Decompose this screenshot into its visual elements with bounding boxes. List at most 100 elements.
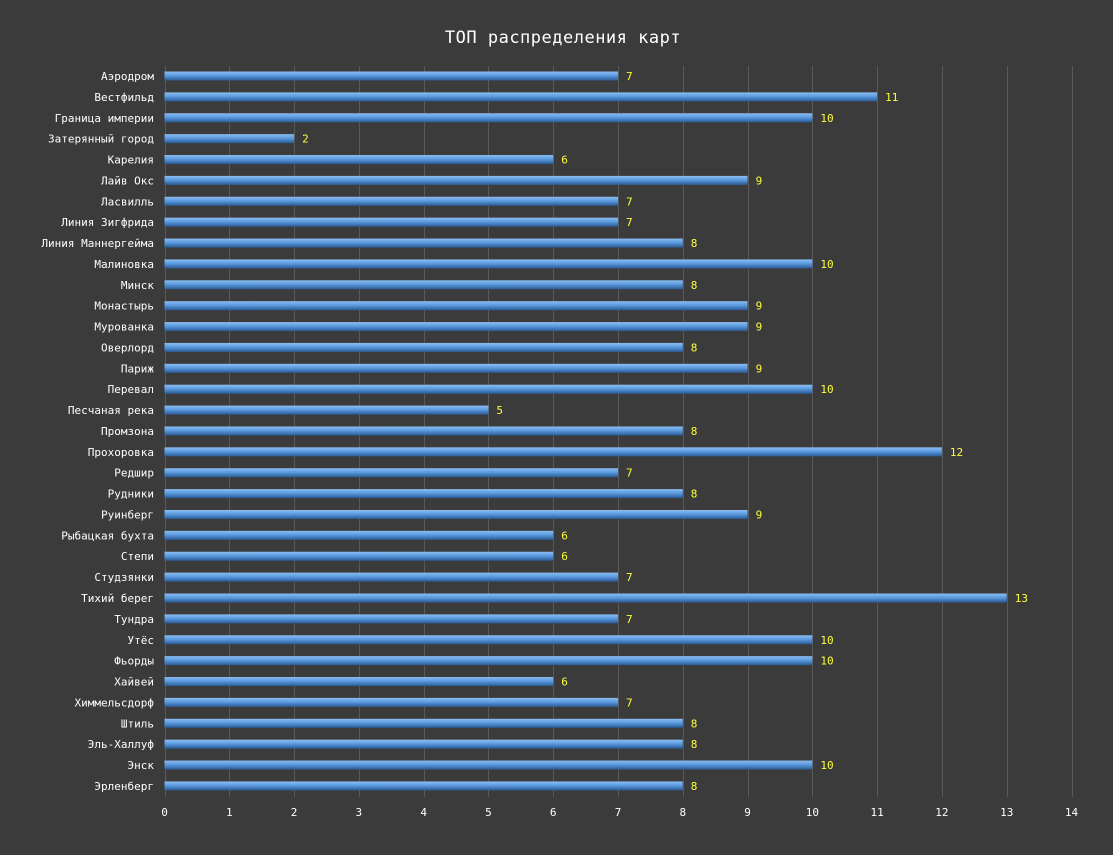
bar (164, 113, 813, 123)
x-tick-label: 14 (1065, 806, 1079, 819)
category-label: Карелия (108, 154, 154, 167)
category-label: Минск (121, 279, 154, 292)
value-label: 9 (756, 362, 763, 375)
value-label: 8 (691, 738, 698, 751)
bar (164, 196, 618, 206)
value-label: 8 (691, 780, 698, 793)
category-label: Оверлорд (101, 341, 154, 354)
value-label: 7 (626, 216, 633, 229)
value-label: 9 (756, 508, 763, 521)
bar (164, 739, 683, 749)
value-label: 6 (561, 550, 568, 563)
bar (164, 551, 554, 561)
bar (164, 530, 554, 540)
x-tick-label: 11 (871, 806, 884, 819)
value-label: 2 (302, 133, 309, 146)
value-label: 9 (756, 321, 763, 334)
category-label: Рыбацкая бухта (61, 529, 154, 542)
category-label: Энск (128, 759, 155, 772)
bar (164, 614, 618, 624)
bar (164, 447, 942, 457)
bar (164, 760, 813, 770)
category-label: Штиль (121, 717, 154, 730)
category-label: Мурованка (94, 321, 154, 334)
category-label: Перевал (108, 383, 154, 396)
bar (164, 635, 813, 645)
category-label: Степи (121, 550, 154, 563)
value-label: 10 (820, 383, 833, 396)
x-tick-label: 7 (615, 806, 622, 819)
category-label: Вестфильд (94, 91, 154, 104)
value-label: 9 (756, 174, 763, 187)
value-label: 7 (626, 613, 633, 626)
bar (164, 92, 878, 102)
category-label: Редшир (114, 467, 154, 480)
category-label: Химмельсдорф (75, 696, 155, 709)
bar (164, 593, 1007, 603)
value-label: 5 (496, 404, 503, 417)
category-label: Линия Зигфрида (61, 216, 154, 229)
bar (164, 489, 683, 499)
value-label: 9 (756, 300, 763, 313)
category-label: Ласвилль (101, 195, 154, 208)
category-label: Тундра (114, 613, 154, 626)
value-label: 8 (691, 488, 698, 501)
bar (164, 677, 554, 687)
bar (164, 468, 618, 478)
value-label: 6 (561, 676, 568, 689)
category-label: Тихий берег (81, 592, 154, 605)
bar (164, 342, 683, 352)
category-label: Эрленберг (94, 780, 154, 793)
x-tick-label: 12 (935, 806, 948, 819)
x-tick-label: 9 (744, 806, 751, 819)
value-label: 7 (626, 467, 633, 480)
bar (164, 509, 748, 519)
value-label: 13 (1015, 592, 1028, 605)
bar (164, 301, 748, 311)
category-label: Студзянки (94, 571, 154, 584)
x-tick-label: 0 (161, 806, 168, 819)
value-label: 8 (691, 717, 698, 730)
bar (164, 656, 813, 666)
x-tick-label: 2 (291, 806, 298, 819)
category-label: Линия Маннергейма (41, 237, 154, 250)
category-label: Граница империи (55, 112, 154, 125)
value-label: 7 (626, 571, 633, 584)
bar (164, 134, 295, 144)
bar (164, 322, 748, 332)
bar (164, 405, 489, 415)
value-label: 8 (691, 425, 698, 438)
category-label: Затерянный город (48, 133, 154, 146)
bar (164, 71, 618, 81)
value-label: 10 (820, 634, 833, 647)
value-label: 8 (691, 341, 698, 354)
category-label: Фьорды (114, 655, 154, 668)
x-tick-label: 5 (485, 806, 492, 819)
value-label: 10 (820, 655, 833, 668)
bar (164, 238, 683, 248)
category-label: Прохоровка (88, 446, 154, 459)
bar (164, 175, 748, 185)
bar (164, 155, 554, 165)
value-label: 10 (820, 759, 833, 772)
value-label: 8 (691, 237, 698, 250)
bar (164, 280, 683, 290)
category-label: Монастырь (94, 300, 154, 313)
bar (164, 718, 683, 728)
bar (164, 697, 618, 707)
x-tick-label: 1 (226, 806, 233, 819)
category-label: Малиновка (94, 258, 154, 271)
bar (164, 384, 813, 394)
category-label: Рудники (108, 488, 154, 501)
category-label: Лайв Окс (101, 174, 154, 187)
value-label: 7 (626, 195, 633, 208)
x-tick-label: 3 (356, 806, 363, 819)
value-label: 7 (626, 70, 633, 83)
x-tick-label: 13 (1000, 806, 1013, 819)
category-label: Промзона (101, 425, 154, 438)
category-label: Аэродром (101, 70, 154, 83)
category-label: Эль-Халлуф (88, 738, 155, 751)
value-label: 12 (950, 446, 963, 459)
